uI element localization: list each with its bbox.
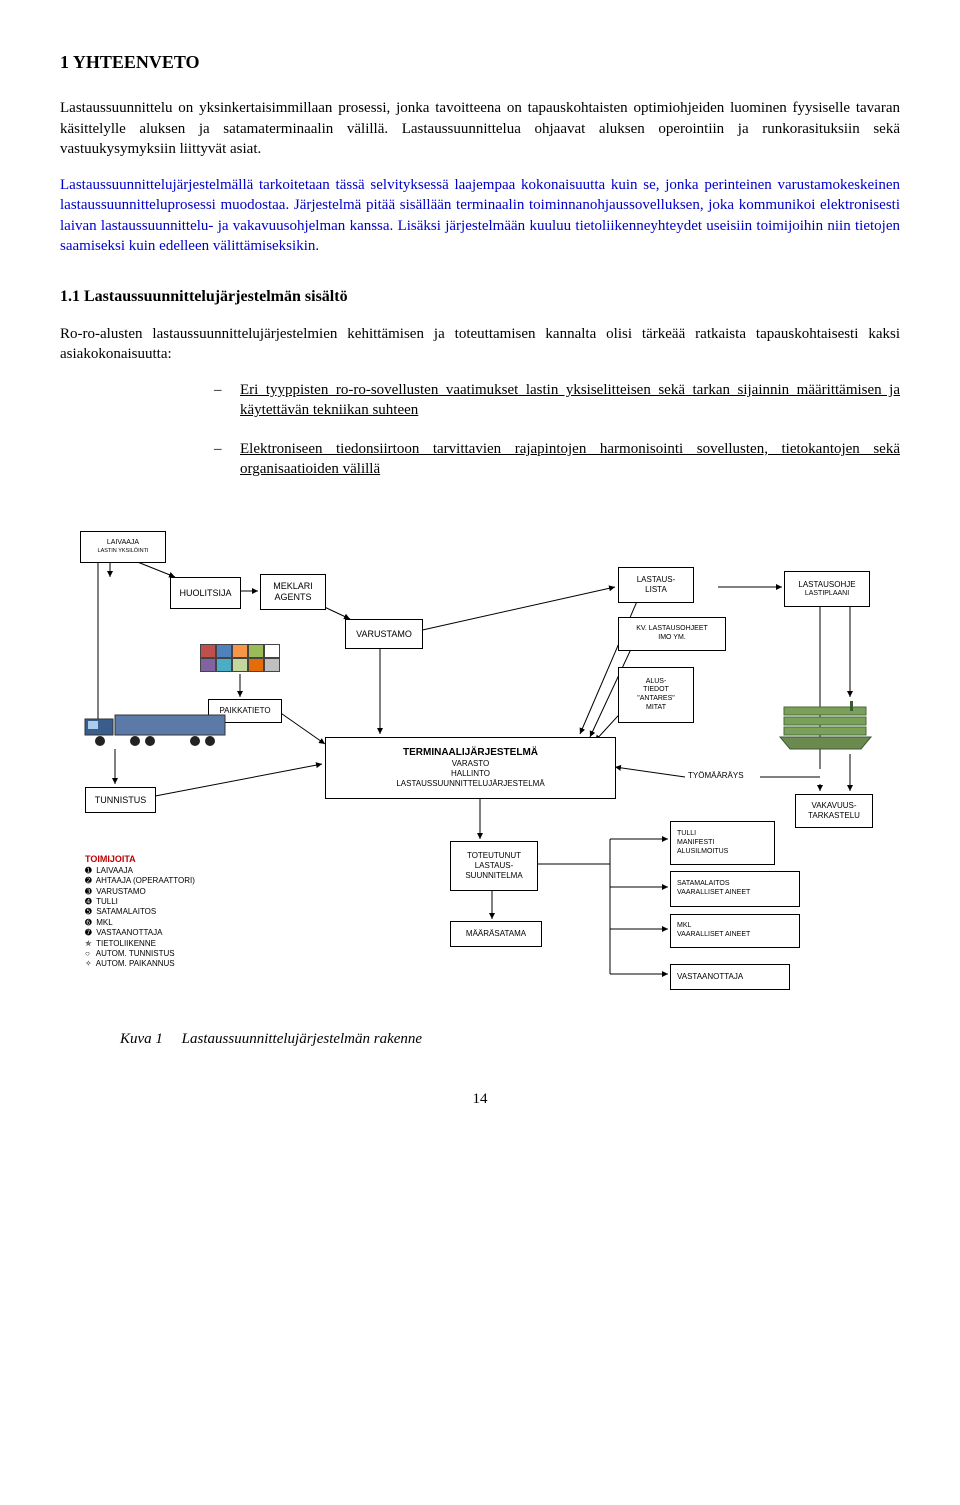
node-tulli-l1: TULLI [677, 830, 696, 839]
node-terminaali-l4: LASTAUSSUUNNITTELUJÄRJESTELMÄ [396, 779, 544, 789]
node-toteutunut-l2: LASTAUS- [475, 861, 514, 871]
node-satamalaitos: SATAMALAITOS VAARALLISET AINEET [670, 871, 800, 907]
node-lastauslista-l2: LISTA [645, 585, 667, 595]
node-laivaaja-l1: LAIVAAJA [107, 539, 139, 548]
toimijoita-item: ✯ TIETOLIIKENNE [85, 939, 285, 949]
node-laivaaja-l2: LASTIN YKSILÖINTI [98, 548, 149, 555]
toimijoita-item: ➍ TULLI [85, 897, 285, 907]
node-toteutunut: TOTEUTUNUT LASTAUS- SUUNNITELMA [450, 841, 538, 891]
node-alustiedot-l4: MITAT [646, 704, 666, 713]
node-satamalaitos-l1: SATAMALAITOS [677, 880, 730, 889]
node-mkl-l1: MKL [677, 922, 691, 931]
toimijoita-item: ➋ AHTAAJA (OPERAATTORI) [85, 876, 285, 886]
node-meklari-l2: AGENTS [274, 592, 311, 603]
node-tyomaarays: TYÖMÄÄRÄYS [688, 771, 744, 781]
node-lastausohje: LASTAUSOHJE LASTIPLAANI [784, 571, 870, 607]
node-mkl-l2: VAARALLISET AINEET [677, 931, 750, 940]
node-lastausohje-l1: LASTAUSOHJE [798, 580, 855, 590]
node-vakavuus: VAKAVUUS- TARKASTELU [795, 794, 873, 828]
node-terminaali-l3: HALLINTO [451, 769, 490, 779]
node-mkl: MKL VAARALLISET AINEET [670, 914, 800, 948]
node-alustiedot-l1: ALUS- [646, 678, 667, 687]
bullet-list: Eri tyyppisten ro-ro-sovellusten vaatimu… [240, 380, 900, 479]
list-item-2: Elektroniseen tiedonsiirtoon tarvittavie… [240, 439, 900, 480]
toimijoita-item: ✧ AUTOM. PAIKANNUS [85, 959, 285, 969]
heading-1: 1 YHTEENVETO [60, 50, 900, 74]
node-kvohjeet-l2: IMO YM. [658, 634, 685, 643]
node-alustiedot-l2: TIEDOT [643, 686, 669, 695]
node-tulli: TULLI MANIFESTI ALUSILMOITUS [670, 821, 775, 865]
toimijoita-item: ➌ VARUSTAMO [85, 887, 285, 897]
diagram-kuva-1: LAIVAAJA LASTIN YKSILÖINTI HUOLITSIJA ME… [60, 519, 880, 1019]
node-lastausohje-l2: LASTIPLAANI [805, 590, 849, 599]
node-tulli-l2: MANIFESTI [677, 839, 714, 848]
toimijoita-item: ➏ MKL [85, 918, 285, 928]
node-tunnistus: TUNNISTUS [85, 787, 156, 813]
node-vakavuus-l1: VAKAVUUS- [811, 801, 856, 811]
paragraph-1: Lastaussuunnittelu on yksinkertaisimmill… [60, 98, 900, 159]
node-lastauslista: LASTAUS- LISTA [618, 567, 694, 603]
node-lastauslista-l1: LASTAUS- [637, 575, 676, 585]
paragraph-3: Ro-ro-alusten lastaussuunnittelujärjeste… [60, 324, 900, 365]
node-kvohjeet: KV. LASTAUSOHJEET IMO YM. [618, 617, 726, 651]
node-alustiedot-l3: "ANTARES" [637, 695, 675, 704]
node-varustamo: VARUSTAMO [345, 619, 423, 649]
truck-icon [80, 709, 230, 747]
node-toteutunut-l3: SUUNNITELMA [465, 871, 522, 881]
node-laivaaja: LAIVAAJA LASTIN YKSILÖINTI [80, 531, 166, 563]
node-kvohjeet-l1: KV. LASTAUSOHJEET [636, 625, 708, 634]
node-vakavuus-l2: TARKASTELU [808, 811, 860, 821]
toimijoita-item: ○ AUTOM. TUNNISTUS [85, 949, 285, 959]
node-terminaali-l2: VARASTO [452, 759, 490, 769]
caption-label: Kuva 1 [120, 1031, 163, 1047]
figure-caption: Kuva 1 Lastaussuunnittelujärjestelmän ra… [120, 1029, 900, 1049]
node-satamalaitos-l2: VAARALLISET AINEET [677, 889, 750, 898]
node-toteutunut-l1: TOTEUTUNUT [467, 851, 521, 861]
node-alustiedot: ALUS- TIEDOT "ANTARES" MITAT [618, 667, 694, 723]
node-meklari: MEKLARI AGENTS [260, 574, 326, 610]
node-maarasatama: MÄÄRÄSATAMA [450, 921, 542, 947]
page-number: 14 [60, 1089, 900, 1109]
containers-icon [200, 644, 280, 672]
toimijoita-item: ➊ LAIVAAJA [85, 866, 285, 876]
toimijoita-item: ➐ VASTAANOTTAJA [85, 928, 285, 938]
node-tulli-l3: ALUSILMOITUS [677, 848, 728, 857]
node-terminaali-l1: TERMINAALIJÄRJESTELMÄ [403, 747, 538, 760]
node-vastaanottaja: VASTAANOTTAJA [670, 964, 790, 990]
list-item-1: Eri tyyppisten ro-ro-sovellusten vaatimu… [240, 380, 900, 421]
caption-text: Lastaussuunnittelujärjestelmän rakenne [182, 1031, 422, 1047]
heading-1-1: 1.1 Lastaussuunnittelujärjestelmän sisäl… [60, 286, 900, 308]
node-terminaali: TERMINAALIJÄRJESTELMÄ VARASTO HALLINTO L… [325, 737, 616, 799]
toimijoita-legend: TOIMIJOITA ➊ LAIVAAJA➋ AHTAAJA (OPERAATT… [85, 854, 285, 970]
ship-icon [778, 699, 873, 754]
node-huolitsija: HUOLITSIJA [170, 577, 241, 609]
toimijoita-title: TOIMIJOITA [85, 854, 285, 866]
node-meklari-l1: MEKLARI [273, 581, 313, 592]
toimijoita-item: ➎ SATAMALAITOS [85, 907, 285, 917]
paragraph-2: Lastaussuunnittelujärjestelmällä tarkoit… [60, 175, 900, 256]
